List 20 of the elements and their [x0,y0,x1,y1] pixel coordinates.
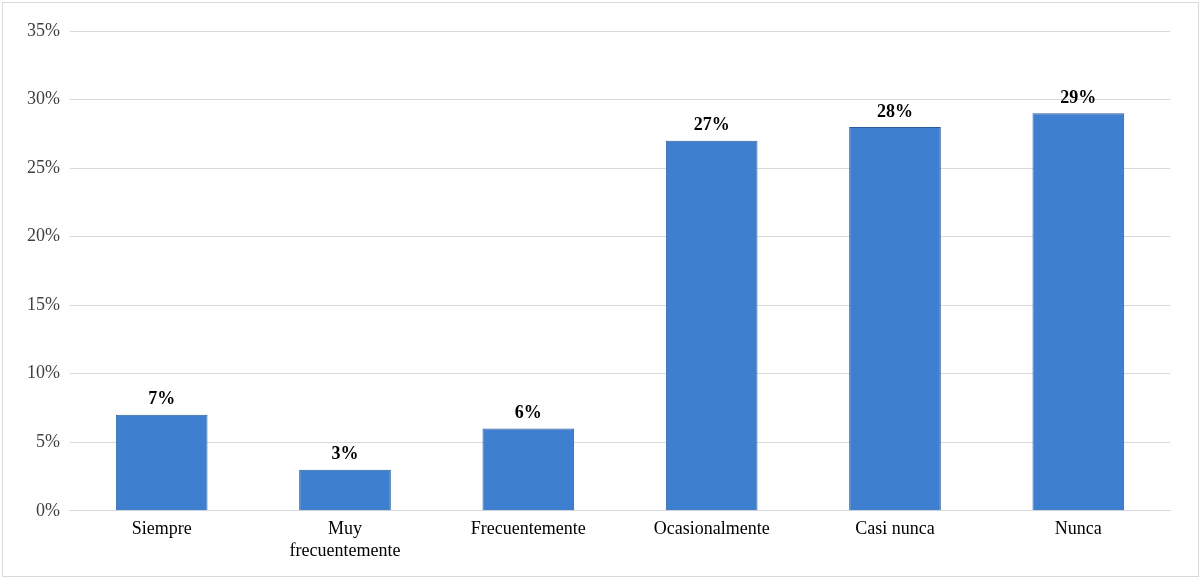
x-tick-label: Siempre [131,518,192,539]
data-label: 7% [148,388,176,409]
x-tick-label: Ocasionalmente [653,518,770,539]
data-label: 28% [877,100,913,121]
y-tick-label: 5% [35,430,60,451]
x-tick-label: Muy frecuentemente [289,518,401,560]
data-label: 29% [1060,86,1097,107]
x-tick-label: Frecuentemente [470,518,586,539]
data-label: 27% [693,114,730,135]
y-tick-label: 0% [35,499,60,520]
y-tick-label: 20% [26,225,60,246]
y-tick-label: 35% [26,19,60,40]
x-tick-label: Nunca [1054,518,1102,539]
data-label: 6% [514,402,542,423]
data-label: 3% [331,443,359,464]
y-tick-label: 10% [26,362,60,383]
x-tick-label: Casi nunca [855,518,935,539]
y-tick-label: 25% [26,156,60,177]
y-tick-label: 15% [26,293,60,314]
y-tick-label: 30% [26,88,60,109]
